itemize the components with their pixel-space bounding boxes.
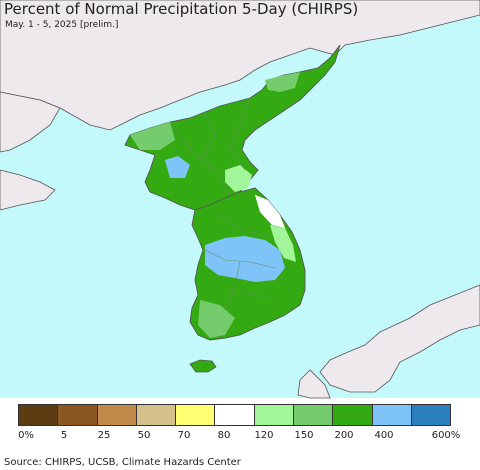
legend-tick-label: 200 (334, 430, 354, 441)
legend-tick-label: 0% (18, 430, 34, 441)
legend-tick-label: 80 (217, 430, 231, 441)
sk-blue-area (205, 236, 285, 282)
liaodong-land (0, 91, 61, 153)
legend-swatch (371, 404, 412, 426)
source-credit: Source: CHIRPS, UCSB, Climate Hazards Ce… (4, 457, 241, 468)
shandong-land (0, 169, 56, 211)
nk-light-area-2 (225, 165, 252, 192)
legend-swatch (253, 404, 295, 426)
legend-tick-label: 400 (374, 430, 394, 441)
sk-light-area (270, 225, 296, 262)
nk-light-area-1 (130, 122, 175, 150)
japan-kyushu (297, 369, 331, 399)
legend-swatch (135, 404, 177, 426)
legend-tick-label: 50 (137, 430, 151, 441)
legend-swatch (175, 404, 216, 426)
jeju-island (189, 359, 217, 373)
page-title: Percent of Normal Precipitation 5-Day (C… (4, 0, 359, 18)
nk-ne-light (265, 72, 300, 92)
legend-swatch (96, 404, 137, 426)
legend-swatch (57, 404, 98, 426)
japan-land (319, 284, 480, 393)
china-land (0, 0, 480, 131)
legend-tick-label: 5 (60, 430, 68, 441)
nk-blue-area (165, 156, 190, 178)
legend-bar (18, 404, 452, 426)
legend-tick-label: 120 (254, 430, 274, 441)
province-boundaries (169, 97, 281, 311)
legend-tick-label: 25 (97, 430, 111, 441)
legend-tick-label: 70 (177, 430, 191, 441)
sk-white-area (255, 195, 285, 228)
legend-swatch (410, 404, 452, 426)
legend-tick-label: 600% (431, 430, 461, 441)
legend-swatch (18, 404, 59, 426)
legend-swatch (332, 404, 373, 426)
legend-tick-label: 150 (294, 430, 314, 441)
sk-south-light (198, 300, 235, 338)
legend-swatch (214, 404, 255, 426)
date-range: May. 1 - 5, 2025 [prelim.] (5, 20, 119, 30)
legend-swatch (293, 404, 334, 426)
